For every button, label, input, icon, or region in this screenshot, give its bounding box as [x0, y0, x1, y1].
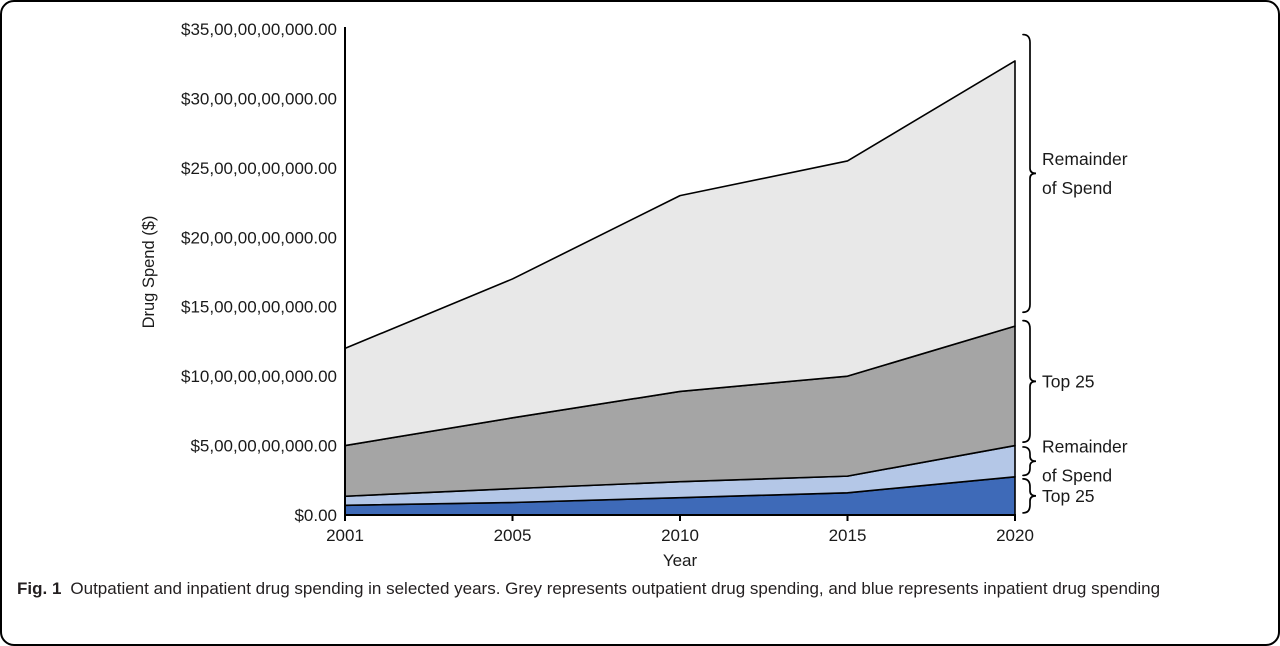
annotation-bracket-2 — [1022, 446, 1037, 477]
x-tick-label: 2020 — [996, 526, 1034, 545]
annotation-bracket-0 — [1022, 33, 1037, 314]
y-tick-label: $25,00,00,00,000.00 — [181, 159, 337, 178]
annotation-label: Remainder — [1042, 149, 1128, 169]
annotation-label: of Spend — [1042, 178, 1112, 198]
y-tick-label: $5,00,00,00,000.00 — [190, 437, 337, 456]
annotation-label: Remainder — [1042, 437, 1128, 457]
x-tick-label: 2005 — [494, 526, 532, 545]
figure-number: Fig. 1 — [17, 579, 62, 598]
annotation-label: Top 25 — [1042, 486, 1095, 506]
y-tick-label: $15,00,00,00,000.00 — [181, 298, 337, 317]
area-series-3 — [344, 60, 1016, 447]
figure-caption: Fig. 1 Outpatient and inpatient drug spen… — [2, 576, 1278, 601]
annotation-label: of Spend — [1042, 466, 1112, 486]
x-tick-label: 2015 — [829, 526, 867, 545]
y-tick-label: $20,00,00,00,000.00 — [181, 228, 337, 247]
y-tick-label: $0.00 — [294, 506, 337, 525]
caption-text: Outpatient and inpatient drug spending i… — [70, 579, 1161, 598]
x-axis-title: Year — [663, 551, 698, 570]
y-tick-label: $35,00,00,00,000.00 — [181, 20, 337, 39]
y-tick-label: $10,00,00,00,000.00 — [181, 367, 337, 386]
annotation-bracket-3 — [1022, 478, 1037, 514]
annotation-bracket-1 — [1022, 319, 1037, 443]
x-tick-label: 2001 — [326, 526, 364, 545]
x-tick-label: 2010 — [661, 526, 699, 545]
annotation-label: Top 25 — [1042, 371, 1095, 391]
stacked-area-chart: $0.00 $5,00,00,00,000.00 $10,00,00,00,000.… — [140, 20, 1128, 570]
y-axis-title: Drug Spend ($) — [140, 216, 158, 329]
y-tick-label: $30,00,00,00,000.00 — [181, 89, 337, 108]
